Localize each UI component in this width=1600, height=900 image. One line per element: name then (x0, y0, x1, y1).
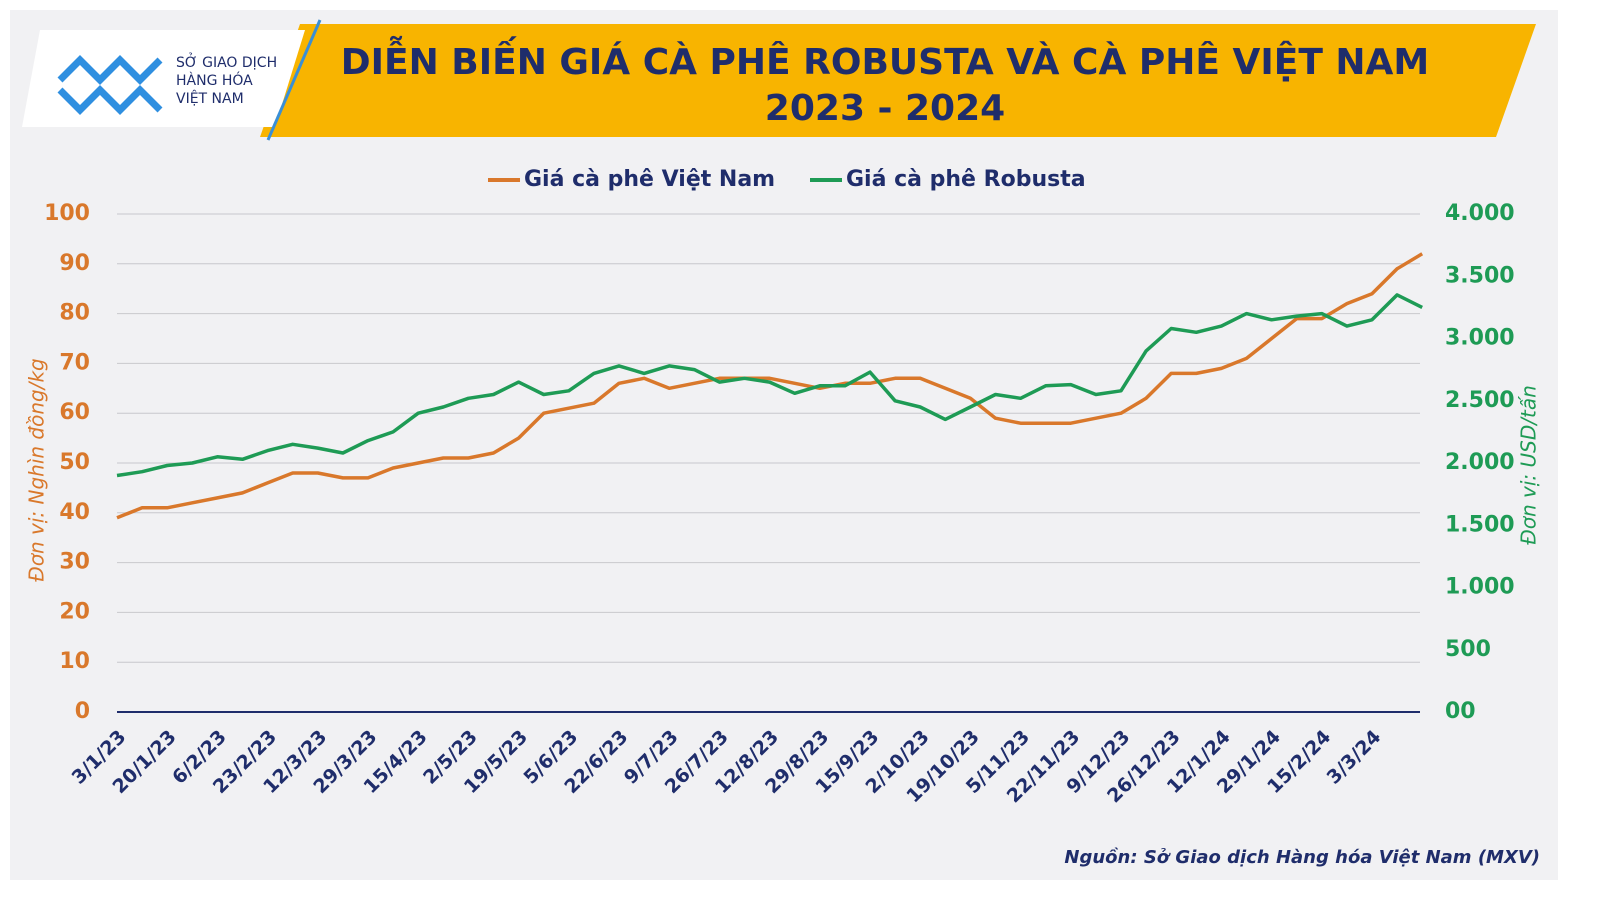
y2-tick-label: 4.000 (1445, 201, 1515, 226)
legend-label: Giá cà phê Việt Nam (524, 167, 775, 192)
logo-box (22, 30, 305, 127)
y-tick-label: 10 (59, 649, 90, 674)
logo-text: VIỆT NAM (176, 89, 244, 107)
y2-tick-label: 00 (1445, 699, 1476, 724)
y-tick-label: 90 (59, 251, 90, 276)
y2-tick-label: 1.500 (1445, 512, 1515, 537)
y2-tick-label: 2.500 (1445, 388, 1515, 413)
y-tick-label: 50 (59, 450, 90, 475)
series-line (116, 293, 1423, 478)
background (10, 10, 1558, 880)
y2-tick-label: 3.500 (1445, 263, 1515, 288)
source: Nguồn: Sở Giao dịch Hàng hóa Việt Nam (M… (1064, 847, 1540, 868)
y-tick-label: 100 (44, 201, 90, 226)
y2-axis-title: Đơn vị: USD/tấn (1517, 385, 1541, 545)
logo-text: SỞ GIAO DỊCH (176, 52, 277, 71)
logo-text: HÀNG HÓA (176, 71, 253, 89)
chart-title: DIỄN BIẾN GIÁ CÀ PHÊ ROBUSTA VÀ CÀ PHÊ V… (341, 36, 1430, 83)
y2-tick-label: 1.000 (1445, 575, 1515, 600)
y2-tick-label: 2.000 (1445, 450, 1515, 475)
logo-mark (57, 55, 163, 115)
series-line (116, 252, 1424, 520)
y-tick-label: 40 (59, 500, 90, 525)
y-tick-label: 20 (59, 599, 90, 624)
y-tick-label: 80 (59, 301, 90, 326)
y-tick-label: 0 (75, 699, 90, 724)
y2-tick-label: 3.000 (1445, 326, 1515, 351)
y-axis-title: Đơn vị: Nghìn đồng/kg (25, 358, 49, 582)
y-tick-label: 70 (59, 350, 90, 375)
y2-tick-label: 500 (1445, 637, 1491, 662)
chart-title: 2023 - 2024 (765, 88, 1005, 129)
title-band (260, 24, 1536, 137)
y-tick-label: 60 (59, 400, 90, 425)
logo-stroke (266, 19, 322, 141)
legend-label: Giá cà phê Robusta (846, 167, 1086, 192)
y-tick-label: 30 (59, 550, 90, 575)
